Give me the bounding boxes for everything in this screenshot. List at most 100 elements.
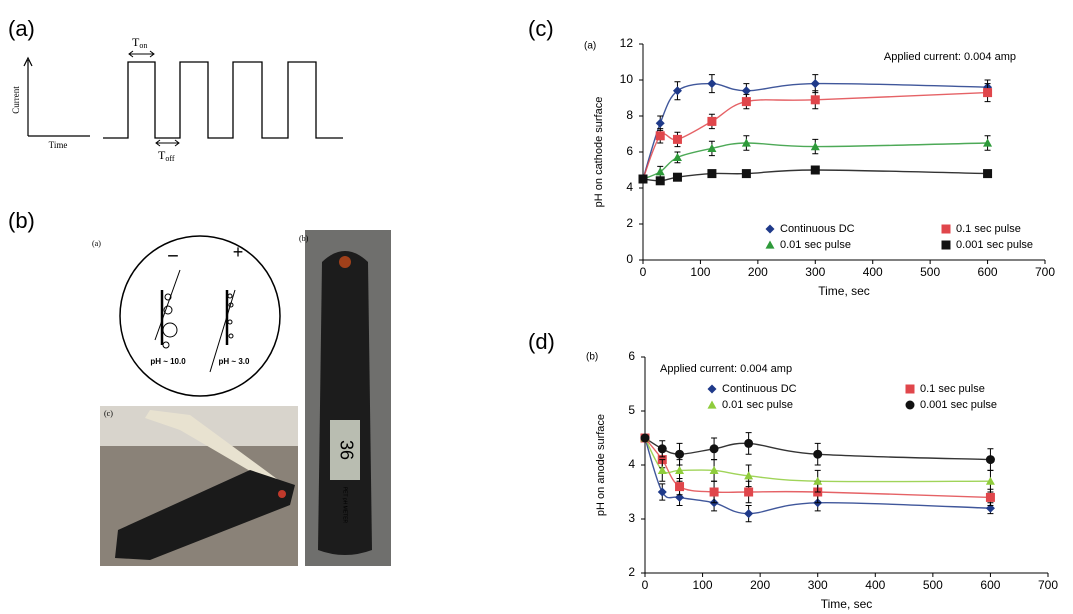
sub-label: (c) <box>104 409 113 418</box>
legend-label: Continuous DC <box>780 223 855 235</box>
marker <box>985 455 995 465</box>
y-tick-label: 6 <box>626 144 633 158</box>
y-tick-label: 8 <box>626 108 633 122</box>
y-tick-label: 0 <box>626 252 633 266</box>
x-tick-label: 600 <box>980 578 1000 592</box>
x-axis-label: Time, sec <box>821 597 873 611</box>
marker <box>655 176 665 186</box>
marker <box>709 444 719 454</box>
legend-label: 0.1 sec pulse <box>956 223 1021 235</box>
marker <box>675 482 685 492</box>
t-off-main: T <box>158 148 166 162</box>
pipette <box>145 410 292 492</box>
marker <box>657 465 667 474</box>
y-axis-label: pH on cathode surface <box>593 97 605 208</box>
legend-marker <box>905 384 915 394</box>
marker <box>709 487 719 497</box>
panel-label: (b) <box>8 208 35 233</box>
marker <box>985 492 995 502</box>
x-tick-label: 700 <box>1035 265 1055 279</box>
annotation: Applied current: 0.004 amp <box>660 363 792 375</box>
y-tick-label: 12 <box>620 36 634 50</box>
y-tick-label: 10 <box>620 72 634 86</box>
marker <box>672 152 682 161</box>
marker <box>741 169 751 179</box>
marker <box>744 471 754 480</box>
t-off-label: Toff <box>158 148 175 163</box>
marker <box>983 138 993 147</box>
y-tick-label: 3 <box>628 511 635 525</box>
meter-lcd <box>330 420 360 480</box>
marker <box>672 134 682 144</box>
marker <box>741 86 751 96</box>
y-axis-label: pH on anode surface <box>595 414 607 516</box>
meter-small <box>115 470 295 560</box>
marker <box>707 116 717 126</box>
schematic-box <box>100 232 298 400</box>
t-on-sub: on <box>139 41 147 50</box>
x-tick-label: 600 <box>978 265 998 279</box>
y-tick-label: 6 <box>628 349 635 363</box>
marker <box>741 97 751 107</box>
legend-marker <box>707 384 717 394</box>
x-tick-label: 700 <box>1038 578 1058 592</box>
panel-label: (c) <box>528 16 554 41</box>
marker <box>813 449 823 459</box>
x-tick-label: 100 <box>690 265 710 279</box>
marker <box>741 138 751 147</box>
marker <box>655 118 665 128</box>
chart-tag: (a) <box>584 41 596 52</box>
legend-label: Continuous DC <box>722 383 797 395</box>
x-tick-label: 300 <box>805 265 825 279</box>
marker <box>709 465 719 474</box>
marker <box>672 86 682 96</box>
y-tick-label: 5 <box>628 403 635 417</box>
legend-marker <box>765 240 775 249</box>
legend-marker <box>905 400 915 410</box>
t-on-main: T <box>132 35 140 49</box>
y-axis-label: Current <box>11 86 21 114</box>
t-off-sub: off <box>165 154 175 163</box>
sensor <box>278 490 286 498</box>
x-tick-label: 500 <box>923 578 943 592</box>
y-tick-label: 4 <box>626 180 633 194</box>
legend-label: 0.001 sec pulse <box>920 399 997 411</box>
panel-label: (a) <box>8 16 35 41</box>
schematic-circle <box>119 235 281 397</box>
minus-sign: − <box>167 245 179 267</box>
ph-label: pH ~ 3.0 <box>219 357 250 366</box>
legend-label: 0.01 sec pulse <box>722 399 793 411</box>
x-tick-label: 200 <box>750 578 770 592</box>
x-tick-label: 400 <box>863 265 883 279</box>
marker <box>657 487 667 497</box>
marker <box>675 465 685 474</box>
legend-label: 0.001 sec pulse <box>956 239 1033 251</box>
x-tick-label: 100 <box>693 578 713 592</box>
marker <box>810 79 820 89</box>
marker <box>707 169 717 179</box>
marker <box>640 433 650 443</box>
marker <box>744 438 754 448</box>
marker <box>655 167 665 176</box>
x-tick-label: 300 <box>808 578 828 592</box>
meter-text: PET pH METER <box>342 487 348 524</box>
sub-label: (b) <box>299 234 309 243</box>
marker <box>744 487 754 497</box>
marker <box>813 476 823 485</box>
x-tick-label: 200 <box>748 265 768 279</box>
x-tick-label: 500 <box>920 265 940 279</box>
ph-label: pH ~ 10.0 <box>150 357 186 366</box>
marker <box>707 79 717 89</box>
marker <box>744 509 754 519</box>
panel-label: (d) <box>528 329 555 354</box>
x-tick-label: 0 <box>640 265 647 279</box>
marker <box>672 172 682 182</box>
marker <box>810 165 820 175</box>
marker <box>810 95 820 105</box>
meter-sensor <box>339 256 351 268</box>
y-tick-label: 4 <box>628 457 635 471</box>
marker <box>983 169 993 179</box>
marker <box>675 449 685 459</box>
electrodes <box>154 269 236 373</box>
